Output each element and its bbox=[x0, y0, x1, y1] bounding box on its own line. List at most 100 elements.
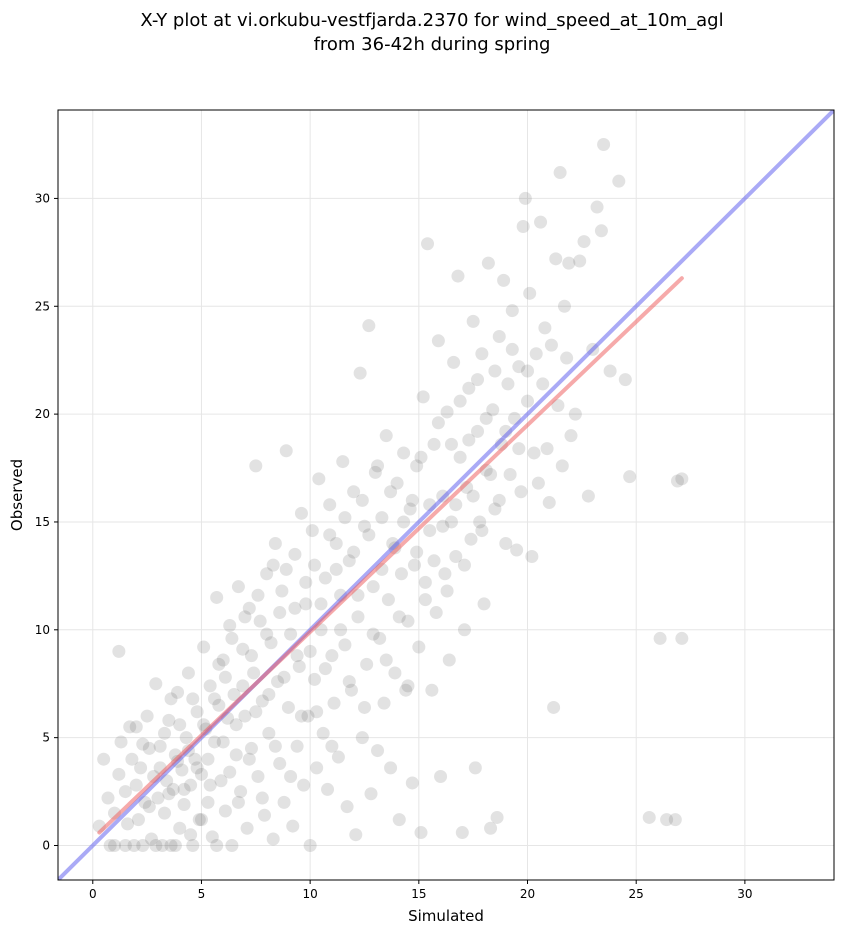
data-point bbox=[381, 593, 395, 607]
data-point bbox=[123, 720, 137, 734]
data-point bbox=[284, 627, 298, 641]
data-point bbox=[392, 813, 406, 827]
data-point bbox=[329, 537, 343, 551]
data-point bbox=[412, 640, 426, 654]
data-point bbox=[251, 769, 265, 783]
data-point bbox=[525, 549, 539, 563]
data-point bbox=[238, 610, 252, 624]
data-point bbox=[457, 623, 471, 637]
grid bbox=[58, 110, 834, 880]
data-point bbox=[488, 502, 502, 516]
data-point bbox=[273, 757, 287, 771]
data-point bbox=[484, 468, 498, 482]
data-point bbox=[103, 838, 117, 852]
data-point bbox=[405, 493, 419, 507]
data-point bbox=[208, 692, 222, 706]
data-point bbox=[612, 174, 626, 188]
data-point bbox=[216, 653, 230, 667]
data-point bbox=[564, 429, 578, 443]
data-point bbox=[547, 700, 561, 714]
data-point bbox=[210, 838, 224, 852]
data-point bbox=[177, 782, 191, 796]
data-point bbox=[410, 545, 424, 559]
data-point bbox=[355, 493, 369, 507]
data-point bbox=[342, 554, 356, 568]
data-point bbox=[162, 713, 176, 727]
data-point bbox=[186, 692, 200, 706]
data-point bbox=[216, 735, 230, 749]
data-point bbox=[125, 752, 139, 766]
data-point bbox=[299, 597, 313, 611]
data-point bbox=[581, 489, 595, 503]
data-point bbox=[273, 606, 287, 620]
data-point bbox=[208, 735, 222, 749]
data-point bbox=[421, 237, 435, 251]
data-point bbox=[384, 761, 398, 775]
data-point bbox=[373, 631, 387, 645]
data-point bbox=[321, 782, 335, 796]
data-point bbox=[618, 373, 632, 387]
data-point bbox=[297, 778, 311, 792]
data-point bbox=[177, 798, 191, 812]
data-point bbox=[158, 806, 172, 820]
data-point bbox=[340, 800, 354, 814]
data-point bbox=[318, 662, 332, 676]
data-point bbox=[294, 709, 308, 723]
data-point bbox=[114, 735, 128, 749]
y-axis-label: Observed bbox=[8, 459, 26, 531]
data-point bbox=[131, 813, 145, 827]
identity-line bbox=[58, 110, 834, 880]
data-point bbox=[234, 785, 248, 799]
data-point bbox=[212, 657, 226, 671]
data-point bbox=[310, 761, 324, 775]
data-point bbox=[505, 342, 519, 356]
data-point bbox=[349, 828, 363, 842]
x-tick-label: 15 bbox=[411, 887, 426, 901]
data-point bbox=[279, 444, 293, 458]
data-point bbox=[227, 688, 241, 702]
data-point bbox=[505, 304, 519, 318]
data-point bbox=[442, 653, 456, 667]
data-point bbox=[577, 235, 591, 249]
data-point bbox=[194, 813, 208, 827]
data-point bbox=[294, 506, 308, 520]
data-point bbox=[512, 442, 526, 456]
data-point bbox=[144, 832, 158, 846]
data-point bbox=[668, 813, 682, 827]
data-point bbox=[149, 677, 163, 691]
x-tick-label: 5 bbox=[198, 887, 206, 901]
data-point bbox=[201, 752, 215, 766]
data-point bbox=[323, 498, 337, 512]
data-point bbox=[249, 705, 263, 719]
data-point bbox=[377, 696, 391, 710]
data-point bbox=[288, 601, 302, 615]
y-tick-label: 25 bbox=[35, 299, 50, 313]
data-point bbox=[594, 224, 608, 238]
data-point bbox=[573, 254, 587, 268]
data-point bbox=[462, 433, 476, 447]
data-point bbox=[544, 338, 558, 352]
data-point bbox=[136, 838, 150, 852]
data-point bbox=[288, 547, 302, 561]
data-point bbox=[394, 567, 408, 581]
data-point bbox=[473, 515, 487, 529]
data-point bbox=[360, 657, 374, 671]
data-point bbox=[218, 804, 232, 818]
data-point bbox=[403, 502, 417, 516]
data-point bbox=[242, 601, 256, 615]
data-point bbox=[118, 838, 132, 852]
data-point bbox=[210, 590, 224, 604]
data-point bbox=[129, 778, 143, 792]
data-point bbox=[136, 737, 150, 751]
data-point bbox=[521, 364, 535, 378]
data-point bbox=[347, 485, 361, 499]
plot-area bbox=[57, 109, 835, 881]
data-point bbox=[371, 744, 385, 758]
data-point bbox=[542, 496, 556, 510]
data-point bbox=[453, 450, 467, 464]
data-point bbox=[427, 437, 441, 451]
data-point bbox=[253, 614, 267, 628]
data-point bbox=[268, 739, 282, 753]
